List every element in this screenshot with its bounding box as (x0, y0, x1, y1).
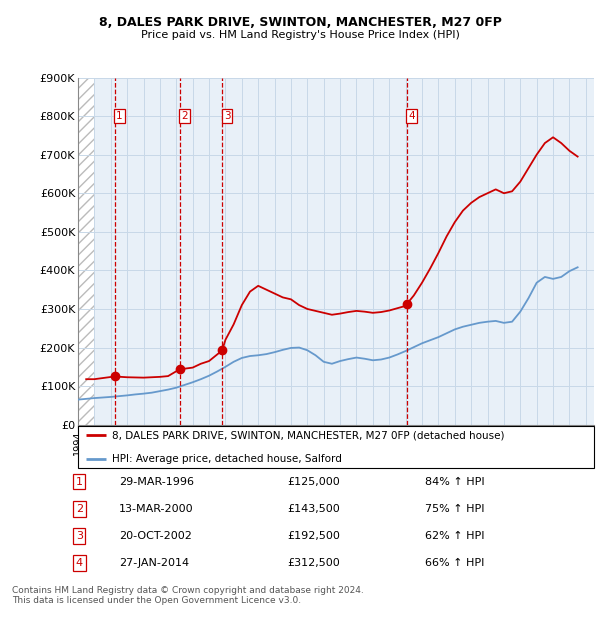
Text: 27-JAN-2014: 27-JAN-2014 (119, 558, 189, 568)
Text: 3: 3 (76, 531, 83, 541)
Text: 2: 2 (76, 504, 83, 514)
Text: 4: 4 (76, 558, 83, 568)
Text: £125,000: £125,000 (288, 477, 341, 487)
Text: 84% ↑ HPI: 84% ↑ HPI (425, 477, 485, 487)
Text: £192,500: £192,500 (288, 531, 341, 541)
Text: 8, DALES PARK DRIVE, SWINTON, MANCHESTER, M27 0FP (detached house): 8, DALES PARK DRIVE, SWINTON, MANCHESTER… (112, 430, 504, 440)
Text: £312,500: £312,500 (288, 558, 341, 568)
Text: 3: 3 (224, 111, 230, 121)
Text: 13-MAR-2000: 13-MAR-2000 (119, 504, 193, 514)
Text: 2: 2 (181, 111, 188, 121)
Text: £143,500: £143,500 (288, 504, 341, 514)
Text: 1: 1 (76, 477, 83, 487)
Text: 8, DALES PARK DRIVE, SWINTON, MANCHESTER, M27 0FP: 8, DALES PARK DRIVE, SWINTON, MANCHESTER… (98, 16, 502, 29)
Text: 75% ↑ HPI: 75% ↑ HPI (425, 504, 485, 514)
Text: 66% ↑ HPI: 66% ↑ HPI (425, 558, 484, 568)
Text: HPI: Average price, detached house, Salford: HPI: Average price, detached house, Salf… (112, 454, 341, 464)
Text: 20-OCT-2002: 20-OCT-2002 (119, 531, 191, 541)
Text: 62% ↑ HPI: 62% ↑ HPI (425, 531, 485, 541)
Text: 1: 1 (116, 111, 123, 121)
Text: 29-MAR-1996: 29-MAR-1996 (119, 477, 194, 487)
FancyBboxPatch shape (78, 426, 594, 468)
Bar (78, 78, 94, 425)
Text: Price paid vs. HM Land Registry's House Price Index (HPI): Price paid vs. HM Land Registry's House … (140, 30, 460, 40)
Text: 4: 4 (409, 111, 415, 121)
Text: Contains HM Land Registry data © Crown copyright and database right 2024.
This d: Contains HM Land Registry data © Crown c… (12, 586, 364, 605)
